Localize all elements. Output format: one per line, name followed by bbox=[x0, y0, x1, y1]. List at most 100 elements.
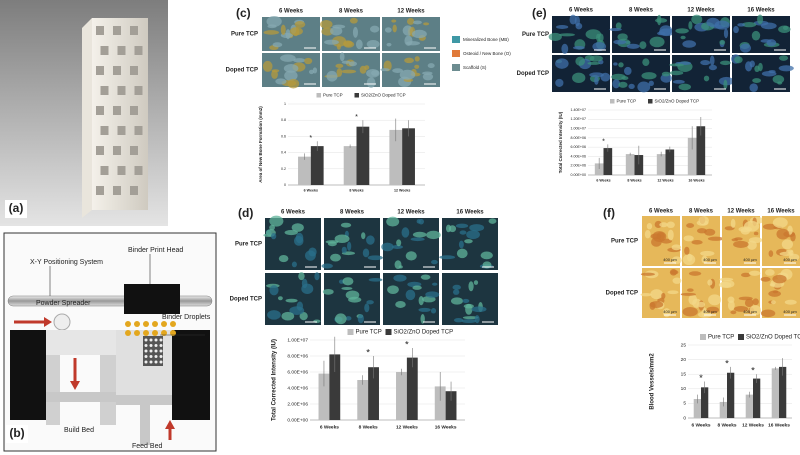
legend-label: SiO2/ZnO Doped TCP bbox=[655, 98, 700, 103]
y-tick-label: 2.00E+06 bbox=[287, 401, 308, 407]
micrograph-texture bbox=[789, 250, 794, 256]
legend-label: SiO2/ZnO Doped TCP bbox=[746, 335, 800, 341]
y-tick-label: 5 bbox=[683, 401, 686, 407]
micrograph-texture bbox=[660, 73, 672, 83]
micrograph-texture bbox=[784, 299, 797, 305]
part-dot bbox=[159, 355, 163, 358]
micrograph-texture bbox=[624, 66, 632, 76]
scaffold-gap bbox=[100, 86, 109, 95]
legend-swatch bbox=[316, 93, 321, 98]
micrograph-texture bbox=[431, 259, 438, 265]
micrograph-texture bbox=[688, 294, 698, 305]
bar bbox=[727, 372, 735, 418]
micrograph-texture bbox=[386, 42, 392, 47]
micrograph-texture bbox=[754, 65, 760, 73]
micrograph-texture bbox=[675, 28, 689, 34]
micrograph-texture bbox=[414, 64, 420, 69]
column-header: 8 Weeks bbox=[629, 8, 654, 14]
micrograph-texture bbox=[285, 298, 298, 303]
bar bbox=[634, 155, 644, 175]
bar bbox=[687, 137, 697, 175]
micrograph-texture bbox=[294, 20, 306, 28]
micrograph-texture bbox=[760, 276, 771, 282]
column-header: 8 Weeks bbox=[340, 210, 365, 216]
micrograph-texture bbox=[326, 70, 338, 82]
y-tick-label: 1.40E+07 bbox=[571, 108, 587, 112]
droplet bbox=[143, 330, 149, 336]
column-header: 16 Weeks bbox=[747, 8, 775, 14]
legend-swatch bbox=[452, 36, 460, 43]
micrograph-texture bbox=[777, 81, 783, 85]
scaffold-gap bbox=[134, 86, 143, 95]
arrow-head bbox=[165, 420, 175, 429]
micrograph-texture bbox=[366, 77, 376, 88]
scale-bar-label: 400 µm bbox=[703, 257, 717, 262]
column-header: 12 Weeks bbox=[687, 8, 715, 14]
micrograph-texture bbox=[672, 79, 685, 84]
micrograph-texture bbox=[370, 25, 380, 33]
micrograph-texture bbox=[269, 285, 279, 296]
micrograph-texture bbox=[669, 63, 685, 67]
micrograph-texture bbox=[594, 76, 599, 85]
arrow-head bbox=[70, 381, 80, 390]
micrograph-texture bbox=[678, 83, 692, 91]
row-label: Pure TCP bbox=[231, 32, 258, 38]
micrograph-texture bbox=[609, 27, 622, 32]
micrograph-texture bbox=[364, 65, 370, 70]
micrograph-texture bbox=[450, 297, 464, 305]
bar bbox=[745, 394, 753, 418]
micrograph-texture bbox=[778, 65, 794, 72]
bar bbox=[402, 128, 415, 185]
part-dot bbox=[149, 338, 153, 342]
micrograph-texture bbox=[284, 230, 298, 236]
micrograph-texture bbox=[585, 29, 602, 40]
micrograph-texture bbox=[611, 73, 626, 81]
micrograph-texture bbox=[420, 314, 425, 324]
bar bbox=[719, 401, 727, 418]
y-tick-label: 1.00E+07 bbox=[287, 337, 308, 343]
micrograph-texture bbox=[637, 81, 651, 93]
micrograph-texture bbox=[277, 296, 283, 301]
micrograph-texture bbox=[334, 313, 347, 325]
micrograph-texture bbox=[480, 251, 493, 260]
x-tick-label: 12 Weeks bbox=[396, 424, 418, 430]
significance-mark: * bbox=[725, 358, 729, 369]
scaffold-gap bbox=[130, 66, 138, 75]
y-tick-label: 6.00E+06 bbox=[287, 369, 308, 375]
micrograph-texture bbox=[772, 217, 788, 228]
bar bbox=[693, 399, 701, 418]
micrograph-texture bbox=[592, 41, 607, 52]
piston bbox=[46, 355, 60, 425]
piston bbox=[140, 405, 150, 445]
micrograph-texture bbox=[267, 24, 277, 29]
bed-wall bbox=[172, 330, 210, 420]
x-tick-label: 6 Weeks bbox=[304, 188, 318, 192]
droplet bbox=[134, 330, 140, 336]
micrograph-texture bbox=[341, 69, 357, 74]
micrograph-texture bbox=[548, 32, 562, 41]
y-tick-label: 4.00E+06 bbox=[571, 154, 587, 158]
legend-swatch bbox=[354, 93, 359, 98]
micrograph-texture bbox=[752, 298, 759, 306]
part-dot bbox=[149, 355, 153, 358]
y-tick-label: 20 bbox=[681, 357, 687, 363]
x-tick-label: 8 Weeks bbox=[349, 188, 363, 192]
legend-label: Pure TCP bbox=[356, 330, 382, 336]
micrograph-texture bbox=[766, 39, 777, 47]
column-header: 6 Weeks bbox=[649, 209, 674, 215]
y-tick-label: 4.00E+06 bbox=[287, 385, 308, 391]
micrograph-texture bbox=[688, 271, 702, 276]
micrograph-texture bbox=[267, 310, 281, 320]
micrograph-texture bbox=[357, 314, 364, 324]
column-header: 8 Weeks bbox=[689, 209, 714, 215]
micrograph-texture bbox=[556, 25, 569, 29]
part-label: Build Bed bbox=[64, 427, 94, 434]
micrograph-texture bbox=[700, 250, 715, 257]
micrograph-texture bbox=[737, 23, 746, 27]
micrograph-texture bbox=[420, 274, 431, 280]
part-dot bbox=[159, 360, 163, 364]
micrograph-texture bbox=[471, 306, 487, 313]
scaffold-gap bbox=[130, 106, 138, 115]
powder bbox=[46, 330, 116, 355]
micrograph-texture bbox=[461, 319, 477, 324]
